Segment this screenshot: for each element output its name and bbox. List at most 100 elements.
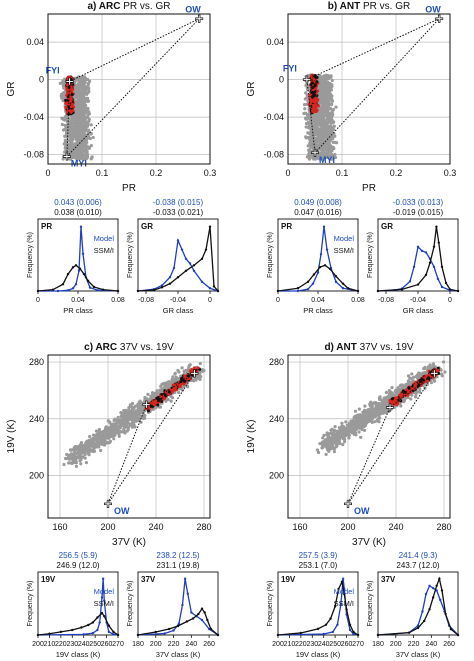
series-line-model (38, 226, 119, 292)
gray-point (188, 363, 192, 367)
gray-point (97, 441, 101, 446)
series-point (82, 272, 86, 276)
model-point (67, 109, 71, 113)
gray-point (126, 425, 131, 430)
gray-point (304, 83, 308, 88)
gray-point (83, 120, 87, 124)
gray-point (200, 369, 205, 373)
y-axis-label: 19V (K) (6, 420, 17, 454)
stats-ssmi: 0.038 (0.010) (54, 208, 102, 217)
gray-point (74, 113, 79, 117)
series-point (318, 265, 322, 269)
model-point (69, 105, 73, 109)
legend-ssmi: SSM/I (94, 246, 114, 255)
gray-point (328, 74, 332, 78)
gray-point (100, 439, 104, 443)
stats-ssmi: -0.019 (0.015) (393, 208, 444, 217)
gray-point (315, 448, 320, 452)
gray-point (325, 82, 329, 86)
gray-point (384, 390, 389, 395)
series-point (172, 266, 176, 270)
gray-point (328, 119, 333, 123)
gray-point (66, 118, 70, 123)
gray-point (316, 129, 320, 133)
legend-model: Model (94, 234, 115, 243)
x-tick-label: 0.08 (351, 297, 365, 304)
gray-point (95, 432, 99, 436)
panel-tag: PR (41, 222, 52, 231)
stats-ssmi: -0.033 (0.021) (153, 208, 204, 217)
gray-point (322, 80, 327, 84)
x-tick-label: 0.1 (96, 168, 109, 178)
model-point (64, 105, 68, 109)
gray-point (84, 461, 88, 465)
gray-point (73, 153, 77, 157)
x-tick-label: 200 (100, 522, 115, 532)
gray-point (110, 427, 115, 432)
gray-point (329, 97, 334, 101)
gray-point (358, 413, 362, 417)
gray-point (312, 133, 317, 137)
panel-tag: GR (141, 222, 153, 231)
gray-point (321, 75, 325, 79)
model-point (162, 396, 166, 400)
series-point (296, 289, 300, 293)
tiepoint-marker-inner (66, 78, 73, 85)
gray-point (321, 84, 325, 88)
series-point (66, 272, 70, 276)
series-point (77, 269, 81, 272)
gray-point (145, 397, 149, 401)
gray-point (99, 448, 103, 453)
x-tick-label: 280 (436, 522, 451, 532)
gray-point (332, 450, 337, 454)
gray-point (173, 372, 177, 376)
series-point (160, 286, 164, 289)
gray-point (75, 139, 79, 144)
tiepoint-triangle (107, 373, 195, 505)
gray-point (83, 99, 87, 104)
x-tick-label: -0.08 (138, 297, 154, 304)
gray-point (328, 107, 333, 111)
series-point (435, 225, 438, 228)
gray-point (311, 156, 315, 160)
gray-point (89, 144, 93, 148)
gray-point (83, 78, 87, 82)
gray-point (156, 392, 160, 396)
gray-point (308, 147, 312, 152)
series-point (176, 239, 180, 242)
gray-point (91, 135, 95, 140)
model-point (196, 366, 200, 370)
series-point (74, 264, 78, 267)
gray-point (304, 117, 309, 121)
x-tick-label: 0.04 (311, 297, 325, 304)
series-point (416, 245, 420, 249)
gray-point (121, 419, 126, 423)
x-axis-label: GR class (163, 306, 194, 315)
gray-point (307, 157, 312, 161)
gray-point (127, 411, 131, 415)
gray-point (333, 425, 337, 429)
gray-point (150, 391, 155, 395)
y-tick-label: -0.08 (263, 150, 284, 160)
tiepoint-label-myi: MYI (319, 155, 335, 165)
gray-point (149, 395, 154, 399)
series-point (316, 271, 320, 274)
gray-point (344, 420, 348, 424)
gray-point (72, 456, 76, 460)
plot-frame (47, 354, 211, 519)
gray-point (333, 152, 337, 157)
gray-point (331, 145, 335, 150)
tiepoint-label-ow: OW (185, 5, 201, 15)
series-point (88, 286, 92, 289)
gray-point (319, 147, 324, 152)
x-axis-label: PR (362, 183, 376, 194)
series-point (334, 275, 338, 278)
gray-point (320, 89, 324, 93)
series-point (86, 279, 90, 283)
series-point (400, 288, 404, 291)
gray-point (85, 92, 89, 96)
gray-point (88, 434, 92, 439)
gray-point (314, 143, 318, 147)
